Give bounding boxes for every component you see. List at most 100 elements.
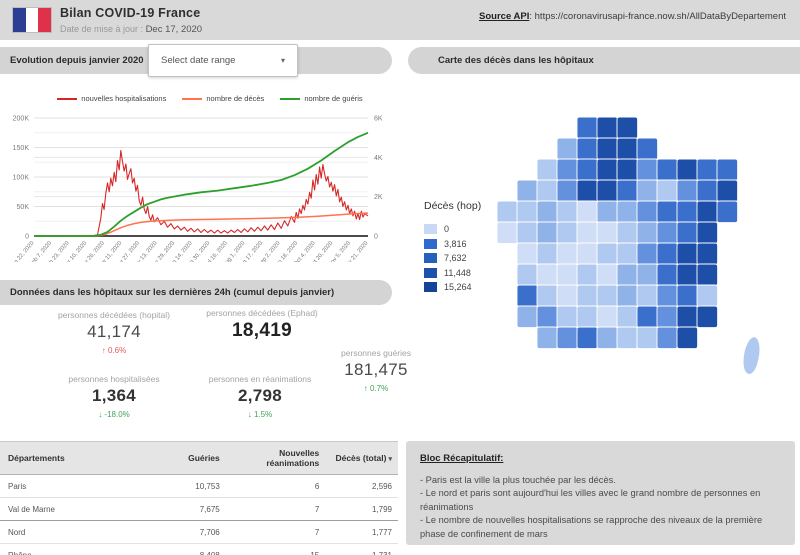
table-header-cell[interactable]: Guéries — [160, 441, 226, 475]
map-legend-swatch — [424, 267, 437, 278]
map-legend-row: 0 — [424, 222, 481, 237]
svg-text:0: 0 — [374, 234, 378, 241]
table-cell: Rhône — [0, 543, 161, 555]
map-legend-row: 11,448 — [424, 266, 481, 281]
table-cell: 2,596 — [325, 474, 398, 498]
map-legend: Décès (hop) 0 3,816 7,632 11,448 15,264 — [424, 200, 481, 295]
svg-text:4K: 4K — [374, 155, 383, 162]
table-row[interactable]: Val de Marne 7,675 7 1,799 — [0, 497, 398, 521]
stats-section-title: Données dans les hôpitaux sur les derniè… — [10, 287, 335, 298]
update-date: Date de mise à jour : Dec 17, 2020 — [60, 24, 202, 35]
table-row[interactable]: Paris 10,753 6 2,596 — [0, 474, 398, 498]
svg-text:2K: 2K — [374, 194, 383, 201]
kpi-label: personnes décédées (Ephad) — [206, 308, 318, 318]
update-date-label: Date de mise à jour : — [60, 24, 144, 34]
map-legend-row: 3,816 — [424, 237, 481, 252]
table-cell: 7,706 — [160, 520, 226, 544]
legend-label: nouvelles hospitalisations — [81, 94, 167, 103]
table-cell: 7,675 — [160, 497, 226, 521]
date-range-placeholder: Select date range — [161, 55, 236, 66]
table-header-row: Départements Guéries Nouvelles réanimation… — [0, 441, 398, 475]
svg-text:6K: 6K — [374, 116, 383, 123]
update-date-value: Dec 17, 2020 — [145, 24, 203, 35]
source-separator: : — [529, 11, 535, 22]
table-row[interactable]: Nord 7,706 7 1,777 — [0, 520, 398, 544]
table-cell: 1,731 — [325, 543, 398, 555]
map-legend-row: 7,632 — [424, 251, 481, 266]
stats-section-pill: Données dans les hôpitaux sur les derniè… — [0, 280, 392, 305]
legend-item-0[interactable]: nouvelles hospitalisations — [57, 94, 166, 103]
recap-line: - Le nombre de nouvelles hospitalisation… — [420, 515, 763, 539]
table-cell: 15 — [225, 543, 326, 555]
kpi-card: personnes hospitalisées 1,364 ↓ -18.0% — [28, 374, 200, 419]
table-cell: Nord — [0, 520, 161, 544]
map-legend-row: 15,264 — [424, 280, 481, 295]
table-header-cell[interactable]: Nouvelles réanimations — [225, 441, 326, 475]
table-row[interactable]: Rhône 8,408 15 1,731 — [0, 543, 398, 555]
kpi-label: personnes hospitalisées — [68, 374, 160, 384]
table-cell: 6 — [225, 474, 326, 498]
map-section-title: Carte des décès dans les hôpitaux — [438, 55, 594, 66]
kpi-value: 18,419 — [232, 320, 292, 341]
map-legend-title: Décès (hop) — [424, 200, 482, 212]
french-flag-icon — [12, 7, 52, 33]
kpi-delta: ↑ 0.6% — [101, 346, 127, 355]
legend-line-icon — [57, 97, 78, 100]
evolution-section-title: Evolution depuis janvier 2020 — [10, 55, 144, 66]
map-legend-swatch — [424, 224, 437, 235]
svg-text:Jan 22, 2020: Jan 22, 2020 — [9, 240, 35, 262]
svg-text:0: 0 — [25, 234, 29, 241]
svg-text:100K: 100K — [13, 175, 30, 182]
map-legend-swatch — [424, 238, 437, 249]
legend-line-icon — [182, 97, 203, 100]
table-header-cell[interactable]: Départements — [0, 441, 161, 475]
recap-title: Bloc Récapitulatif: — [420, 453, 504, 464]
departments-table: Départements Guéries Nouvelles réanimation… — [0, 441, 398, 555]
map-legend-swatch — [424, 282, 437, 293]
kpi-card: personnes en réanimations 2,798 ↓ 1.5% — [170, 374, 350, 419]
map-legend-rows: 0 3,816 7,632 11,448 15,264 — [424, 222, 481, 295]
map-legend-value: 11,448 — [444, 267, 471, 278]
legend-line-icon — [280, 97, 301, 100]
svg-text:150K: 150K — [13, 145, 30, 152]
table-cell: 1,777 — [325, 520, 398, 544]
kpi-value: 41,174 — [87, 322, 141, 341]
source-api-link[interactable]: Source API — [479, 11, 530, 22]
source-api: Source API: https://coronavirusapi-franc… — [479, 11, 786, 22]
table-cell: 10,753 — [160, 474, 226, 498]
departments-table-wrap: Départements Guéries Nouvelles réanimation… — [0, 441, 398, 555]
table-cell: Val de Marne — [0, 497, 161, 521]
date-range-dropdown[interactable]: Select date range ▾ — [148, 44, 298, 77]
kpi-card: personnes décédées (hopital) 41,174 ↑ 0.6% — [28, 310, 200, 355]
kpi-delta: ↓ -18.0% — [98, 410, 130, 419]
chart-legend: nouvelles hospitalisations nombre de décè… — [30, 94, 390, 103]
kpi-card: personnes guéries 181,475 ↑ 0.7% — [312, 348, 440, 393]
table-cell: 7 — [225, 520, 326, 544]
map-legend-value: 15,264 — [444, 282, 472, 293]
map-section-pill: Carte des décès dans les hôpitaux — [408, 47, 800, 74]
recap-line: - Paris est la ville la plus touchée par… — [420, 475, 616, 485]
legend-label: nombre de guéris — [304, 94, 363, 103]
kpi-label: personnes décédées (hopital) — [58, 310, 170, 320]
kpi-label: personnes en réanimations — [208, 374, 312, 384]
kpi-value: 1,364 — [91, 386, 137, 405]
recap-line: - Le nord et paris sont aujourd'hui les … — [420, 488, 761, 512]
france-map[interactable] — [497, 117, 739, 350]
kpi-delta: ↑ 0.7% — [363, 384, 389, 393]
sort-descending-icon[interactable]: ▾ — [388, 456, 392, 463]
chevron-down-icon[interactable]: ▾ — [280, 56, 285, 65]
map-legend-value: 3,816 — [444, 238, 467, 249]
map-legend-value: 0 — [444, 224, 450, 235]
legend-item-2[interactable]: nombre de guéris — [280, 94, 363, 103]
table-header-cell[interactable]: Décès (total) ▾ — [325, 441, 398, 475]
svg-text:50K: 50K — [17, 204, 30, 211]
corsica-region[interactable] — [740, 335, 763, 376]
svg-text:200K: 200K — [13, 116, 30, 123]
source-api-url[interactable]: https://coronavirusapi-france.now.sh/All… — [534, 11, 786, 22]
evolution-chart-area: nouvelles hospitalisations nombre de décè… — [0, 88, 400, 263]
map-legend-value: 7,632 — [444, 253, 467, 264]
legend-item-1[interactable]: nombre de décès — [182, 94, 264, 103]
page-title: Bilan COVID-19 France — [60, 6, 201, 20]
